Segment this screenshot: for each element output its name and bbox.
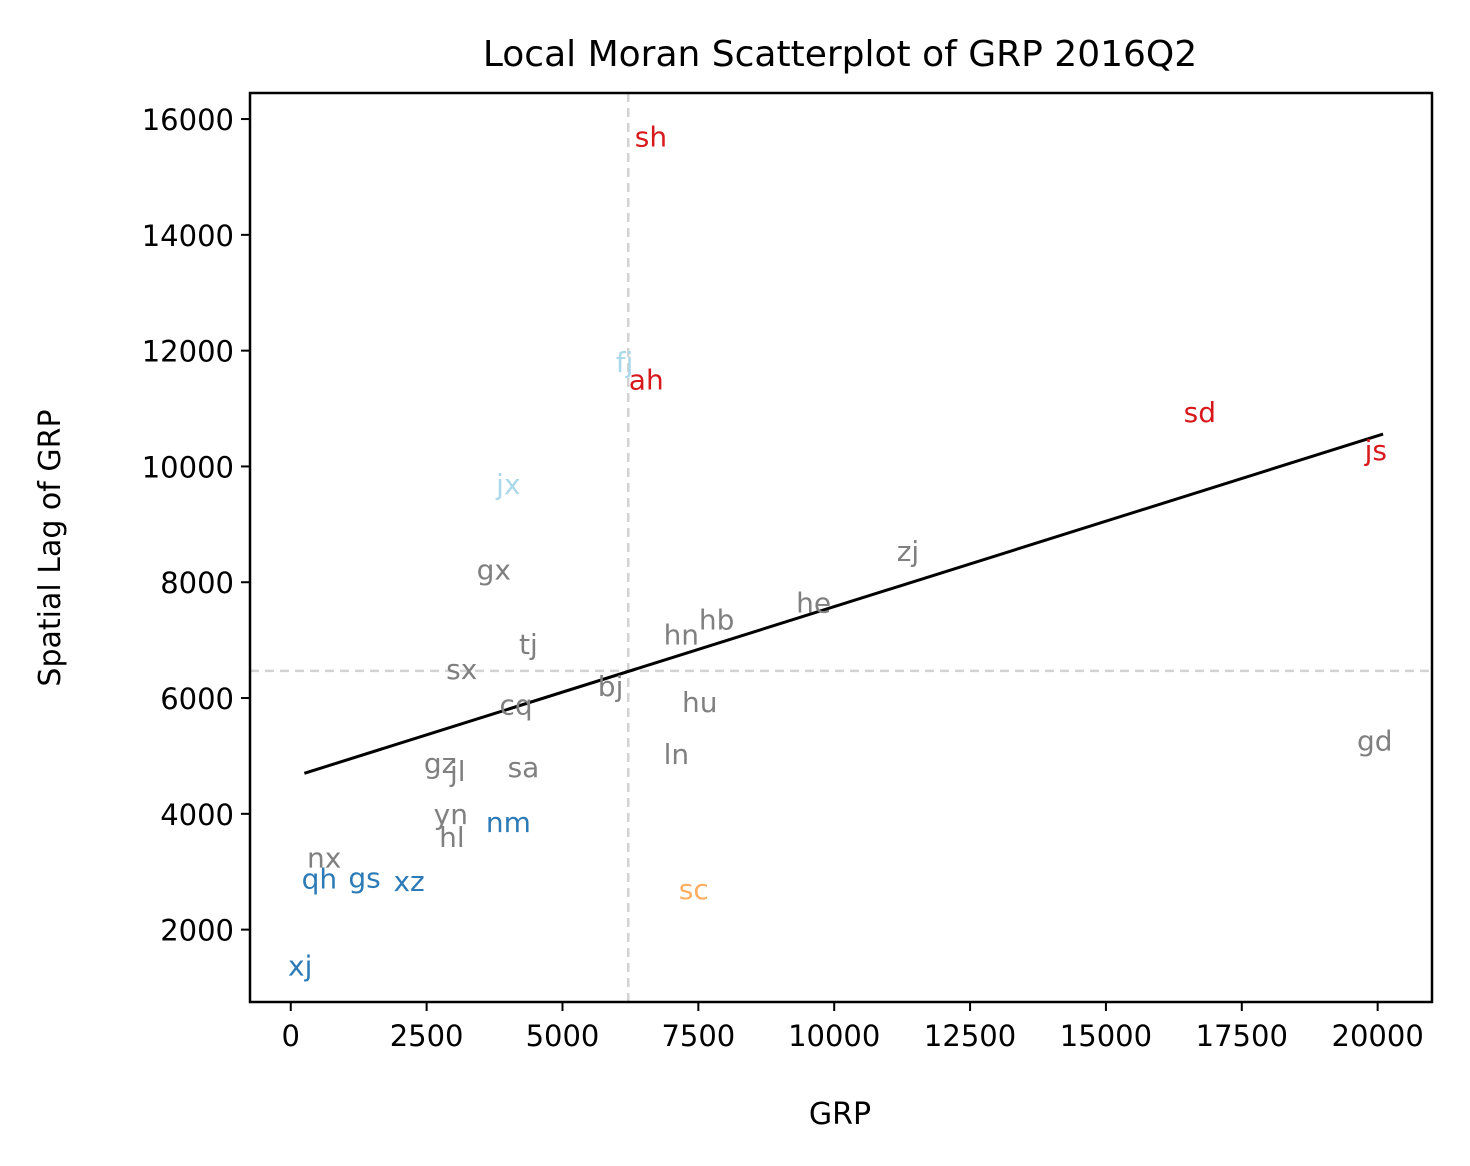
x-tick-label: 10000 xyxy=(788,1019,880,1053)
point-label-nx: nx xyxy=(307,841,341,874)
point-label-hb: hb xyxy=(699,603,735,636)
x-tick-label: 12500 xyxy=(924,1019,1016,1053)
x-tick-label: 17500 xyxy=(1196,1019,1288,1053)
point-label-gx: gx xyxy=(477,554,511,587)
x-tick-label: 15000 xyxy=(1060,1019,1152,1053)
point-label-gd: gd xyxy=(1357,724,1393,757)
x-tick-label: 7500 xyxy=(661,1019,735,1053)
x-tick-label: 2500 xyxy=(390,1019,464,1053)
x-axis-ticks: 0 2500 5000 7500 10000 12500 15000 17500 20000 xyxy=(282,1002,1424,1053)
point-label-tj: tj xyxy=(519,628,538,661)
y-axis-ticks: 2000 4000 6000 8000 10000 12000 14000 16000 xyxy=(142,103,250,948)
x-tick-label: 0 xyxy=(282,1019,300,1053)
y-axis-label: Spatial Lag of GRP xyxy=(33,409,68,686)
point-label-hl: hl xyxy=(439,821,465,854)
point-label-sd: sd xyxy=(1184,396,1216,429)
x-tick-label: 5000 xyxy=(526,1019,600,1053)
point-label-he: he xyxy=(796,587,831,620)
y-tick-label: 10000 xyxy=(142,450,234,484)
point-label-yn: yn xyxy=(434,798,468,831)
point-label-hn: hn xyxy=(664,618,700,651)
x-tick-label: 20000 xyxy=(1332,1019,1424,1053)
chart-title: Local Moran Scatterplot of GRP 2016Q2 xyxy=(483,34,1197,75)
point-label-fj: fj xyxy=(616,346,634,379)
point-label-xz: xz xyxy=(393,865,424,898)
regression-line xyxy=(303,432,1384,775)
y-tick-label: 14000 xyxy=(142,219,234,253)
point-label-cq: cq xyxy=(499,688,532,721)
point-label-sx: sx xyxy=(446,653,477,686)
point-label-zj: zj xyxy=(897,535,919,568)
point-label-sc: sc xyxy=(679,873,709,906)
point-label-js: js xyxy=(1364,434,1387,467)
point-label-gz: gz xyxy=(424,747,456,780)
point-label-nm: nm xyxy=(486,806,531,839)
x-axis-label: GRP xyxy=(809,1097,871,1132)
point-label-ah: ah xyxy=(629,364,664,397)
point-label-jx: jx xyxy=(495,468,520,501)
point-label-sa: sa xyxy=(508,751,540,784)
point-label-bj: bj xyxy=(598,670,624,703)
point-label-ln: ln xyxy=(664,738,690,771)
y-tick-label: 6000 xyxy=(160,682,234,716)
point-label-jl: jl xyxy=(449,755,466,788)
axes-frame xyxy=(248,91,1434,1004)
y-tick-label: 12000 xyxy=(142,335,234,369)
point-label-sh: sh xyxy=(635,120,667,153)
point-label-qh: qh xyxy=(302,863,338,896)
point-label-xj: xj xyxy=(288,950,312,983)
y-tick-label: 8000 xyxy=(160,566,234,600)
y-tick-label: 2000 xyxy=(160,914,234,948)
y-tick-label: 4000 xyxy=(160,798,234,832)
point-label-gs: gs xyxy=(348,862,380,895)
point-label-hu: hu xyxy=(682,686,718,719)
y-tick-label: 16000 xyxy=(142,103,234,137)
